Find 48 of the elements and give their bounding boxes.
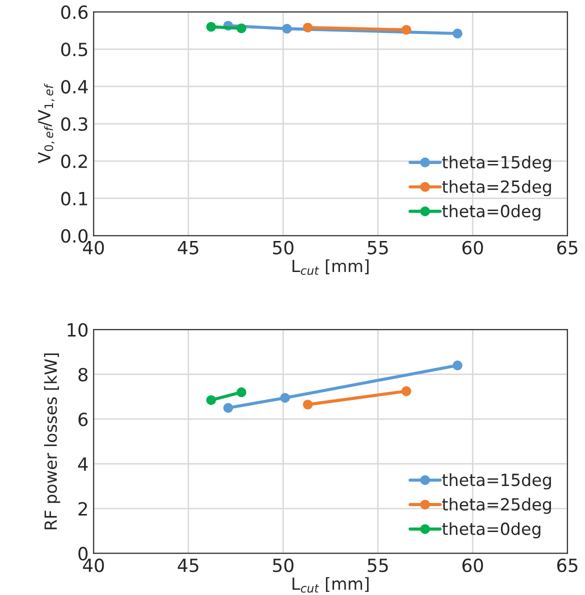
point	[206, 22, 216, 32]
y-tick-label: 2	[78, 502, 87, 516]
legend-label: theta=0deg	[442, 522, 540, 538]
y-tick-label: 0.4	[61, 80, 88, 94]
y-tick-label: 0.0	[61, 229, 88, 243]
legend-label: theta=15deg	[442, 156, 551, 172]
x-tick-label: 40	[82, 558, 104, 572]
point	[401, 24, 412, 35]
legend-label: theta=25deg	[442, 180, 551, 196]
x-tick-label: 55	[368, 558, 388, 572]
x-tick-label: 60	[462, 240, 483, 254]
y-tick-label: 4	[78, 458, 88, 471]
y-tick-label: 8	[78, 368, 88, 382]
point	[280, 392, 290, 403]
point	[302, 22, 313, 32]
x-tick-label: 40	[82, 240, 104, 254]
point	[236, 387, 246, 398]
y-tick-label: 0.3	[61, 117, 88, 131]
x-tick-label: 45	[178, 241, 198, 254]
y-tick-label: 6	[78, 412, 88, 426]
y-tick-label: 0.2	[61, 154, 87, 168]
y-tick-label: 0.1	[61, 192, 88, 206]
x-tick-label: 50	[273, 240, 294, 254]
y-tick-label: 0	[78, 546, 88, 560]
legend-label: theta=25deg	[442, 498, 551, 514]
y-tick-label: 10	[68, 323, 88, 337]
point	[452, 360, 462, 370]
y-axis-title: V$_{0,ef}$/V$_{1,ef}$	[38, 83, 54, 164]
x-tick-label: 55	[368, 241, 388, 254]
x-tick-label: 65	[557, 240, 578, 254]
point	[236, 23, 246, 34]
x-tick-label: 65	[557, 558, 578, 572]
x-tick-label: 45	[178, 558, 198, 572]
y-tick-label: 0.5	[61, 42, 88, 56]
y-axis-title: RF power losses [kW]	[44, 353, 60, 530]
point	[401, 386, 412, 396]
point	[223, 403, 234, 413]
legend-label: theta=0deg	[442, 204, 540, 221]
x-axis-title: L$_{cut}$ [mm]	[292, 259, 369, 275]
y-tick-label: 0.6	[61, 5, 88, 20]
x-tick-label: 60	[462, 558, 483, 572]
point	[206, 395, 216, 405]
x-tick-label: 50	[273, 558, 294, 572]
point	[302, 400, 313, 410]
point	[282, 24, 292, 34]
legend-label: theta=15deg	[442, 473, 551, 490]
point	[452, 28, 462, 38]
x-axis-title: L$_{cut}$ [mm]	[292, 577, 369, 593]
